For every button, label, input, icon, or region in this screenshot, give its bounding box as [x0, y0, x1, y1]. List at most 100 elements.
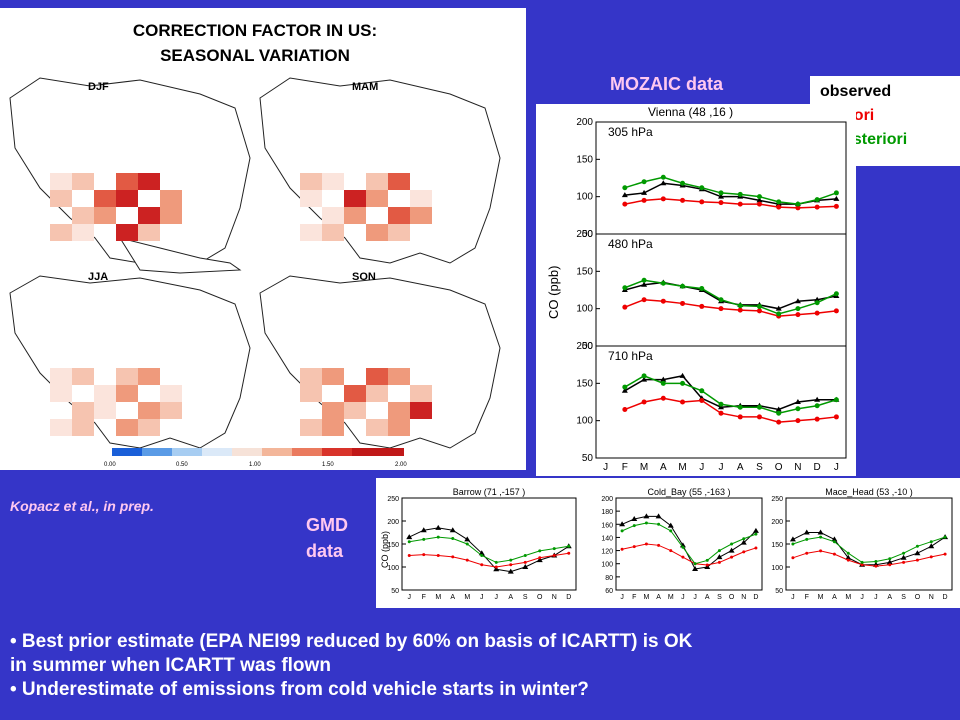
model-point — [943, 552, 947, 556]
observed-point — [536, 557, 543, 563]
x-tick-label: A — [737, 462, 744, 473]
x-tick-label: J — [791, 594, 795, 601]
map-cell — [300, 173, 322, 190]
observed-point — [718, 193, 724, 199]
map-cell — [116, 385, 138, 402]
model-point — [494, 565, 498, 569]
observed-point — [789, 536, 796, 542]
season-label-jja: JJA — [88, 271, 108, 283]
model-point — [480, 563, 484, 567]
observed-point — [660, 376, 667, 382]
model-point — [538, 556, 542, 560]
map-cell — [94, 190, 116, 207]
model-point — [814, 300, 820, 306]
map-cell — [72, 402, 94, 419]
observed-point — [845, 554, 852, 560]
y-tick-label: 250 — [387, 496, 399, 503]
observed-point — [643, 513, 650, 519]
map-cell — [116, 419, 138, 436]
x-tick-label: J — [480, 594, 484, 601]
x-tick-label: S — [901, 594, 906, 601]
x-tick-label: M — [640, 462, 648, 473]
observed-point — [775, 406, 782, 412]
y-tick-label: 150 — [576, 266, 593, 277]
map-cell — [344, 207, 366, 224]
model-point — [465, 542, 469, 546]
model-point — [632, 545, 636, 549]
model-point — [737, 201, 743, 207]
series-line — [792, 550, 946, 567]
model-point — [795, 306, 801, 312]
observed-point — [641, 281, 648, 287]
y-tick-label: 150 — [576, 378, 593, 389]
model-point — [552, 554, 556, 557]
map-title-line1: CORRECTION FACTOR IN US: — [132, 21, 378, 40]
model-point — [805, 551, 809, 555]
x-tick-label: N — [794, 462, 801, 473]
model-point — [705, 563, 709, 567]
x-tick-label: J — [719, 462, 724, 473]
y-tick-label: 200 — [387, 519, 399, 526]
model-point — [718, 401, 724, 407]
model-point — [669, 529, 673, 533]
model-point — [681, 555, 685, 559]
map-cell — [410, 190, 432, 207]
map-cell — [160, 402, 182, 419]
x-tick-label: J — [834, 462, 839, 473]
map-cell — [366, 190, 388, 207]
model-point — [742, 537, 746, 541]
model-point — [756, 308, 762, 314]
x-tick-label: A — [656, 594, 661, 601]
model-point — [622, 285, 628, 291]
observed-point — [464, 536, 471, 542]
model-point — [943, 535, 947, 539]
observed-point — [740, 539, 747, 545]
y-tick-label: 60 — [605, 588, 613, 595]
model-point — [888, 557, 892, 561]
model-point — [737, 404, 743, 410]
model-point — [657, 543, 661, 547]
series-line — [624, 279, 837, 315]
model-point — [717, 560, 721, 564]
y-tick-label: 140 — [601, 535, 613, 542]
series-line — [792, 536, 946, 563]
observed-point — [756, 197, 763, 203]
model-point — [680, 283, 686, 289]
x-tick-label: J — [603, 462, 608, 473]
bullet-list: • Best prior estimate (EPA NEI99 reduced… — [10, 630, 950, 702]
observed-point — [775, 305, 782, 311]
map-cell — [138, 419, 160, 436]
x-tick-label: F — [632, 594, 636, 601]
model-point — [915, 544, 919, 548]
mozaic-ylabel: CO (ppb) — [546, 266, 561, 319]
model-point — [833, 190, 839, 196]
model-point — [929, 540, 933, 544]
map-djf — [9, 77, 251, 274]
season-label-son: SON — [352, 271, 376, 283]
y-tick-label: 200 — [601, 496, 613, 503]
series-line — [409, 527, 570, 573]
model-point — [795, 312, 801, 318]
model-point — [717, 549, 721, 553]
model-point — [718, 306, 724, 312]
mozaic-chart: Vienna (48 ,16 ) CO (ppb) 50 100 150 200 305… — [546, 105, 847, 473]
model-point — [622, 406, 628, 412]
x-tick-label: J — [693, 594, 697, 601]
model-point — [737, 414, 743, 420]
map-cell — [138, 368, 160, 385]
model-point — [860, 560, 864, 564]
model-point — [874, 559, 878, 563]
series-line — [624, 281, 837, 310]
x-tick-label: M — [668, 594, 674, 601]
observed-point — [631, 516, 638, 522]
model-point — [795, 418, 801, 424]
model-point — [776, 410, 782, 416]
model-point — [699, 303, 705, 309]
map-cell — [366, 368, 388, 385]
observed-point — [449, 527, 456, 533]
model-point — [660, 174, 666, 180]
model-point — [915, 558, 919, 562]
model-point — [833, 308, 839, 314]
mozaic-label: MOZAIC data — [610, 74, 724, 94]
x-tick-label: J — [874, 594, 878, 601]
